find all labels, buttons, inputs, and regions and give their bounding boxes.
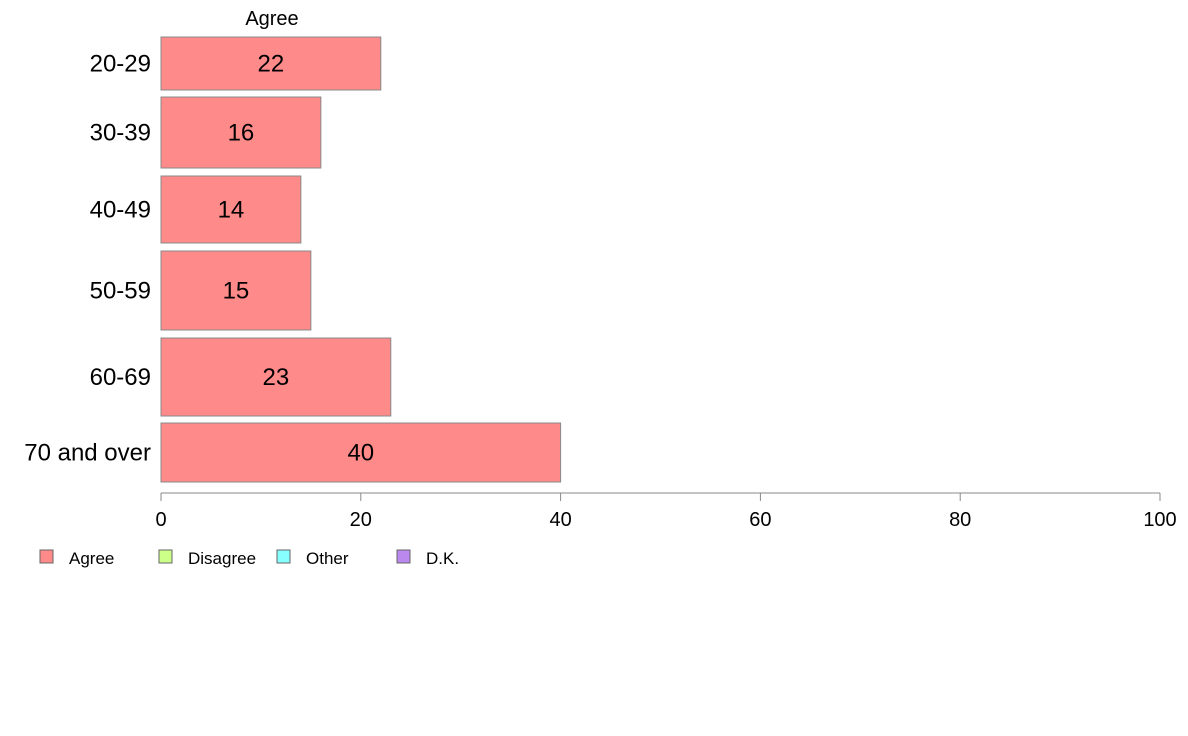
- legend-label: D.K.: [426, 549, 459, 568]
- bar-value-label: 15: [223, 278, 250, 305]
- panel-title: Agree: [245, 8, 298, 30]
- legend-swatch: [39, 549, 54, 564]
- x-tick-label: 100: [1143, 509, 1176, 531]
- legend-swatch: [396, 549, 411, 564]
- bar-30-39: [160, 96, 322, 169]
- bar-60-69: [160, 337, 392, 417]
- bar-value-label: 23: [263, 364, 290, 391]
- legend: Agree Disagree Other D.K.: [39, 549, 459, 568]
- category-label: 20-29: [90, 51, 151, 78]
- legend-label: Agree: [69, 549, 114, 568]
- bar-70-and-over: [160, 422, 562, 483]
- x-tick-label: 60: [749, 509, 771, 531]
- x-tick-label: 0: [155, 509, 166, 531]
- category-label: 60-69: [90, 364, 151, 391]
- bar-value-label: 22: [258, 51, 285, 78]
- category-label: 40-49: [90, 197, 151, 224]
- x-tick-label: 20: [350, 509, 372, 531]
- x-tick-label: 80: [949, 509, 971, 531]
- legend-swatch: [276, 549, 291, 564]
- category-label: 70 and over: [24, 440, 151, 467]
- category-label: 30-39: [90, 120, 151, 147]
- bar-value-label: 14: [218, 197, 245, 224]
- bar-50-59: [160, 250, 312, 331]
- legend-label: Other: [306, 549, 349, 568]
- bar-20-29: [160, 36, 382, 91]
- bars-group: 22 20-29 16 30-39 14 40-49 15 50-59 23 60-69 40 70 …: [24, 36, 562, 483]
- legend-label: Disagree: [188, 549, 256, 568]
- bar-value-label: 40: [347, 440, 374, 467]
- bar-40-49: [160, 175, 302, 244]
- category-label: 50-59: [90, 278, 151, 305]
- legend-swatch: [158, 549, 173, 564]
- x-tick-label: 40: [549, 509, 571, 531]
- bar-value-label: 16: [228, 120, 255, 147]
- x-axis: 0 20 40 60 80 100: [155, 492, 1177, 531]
